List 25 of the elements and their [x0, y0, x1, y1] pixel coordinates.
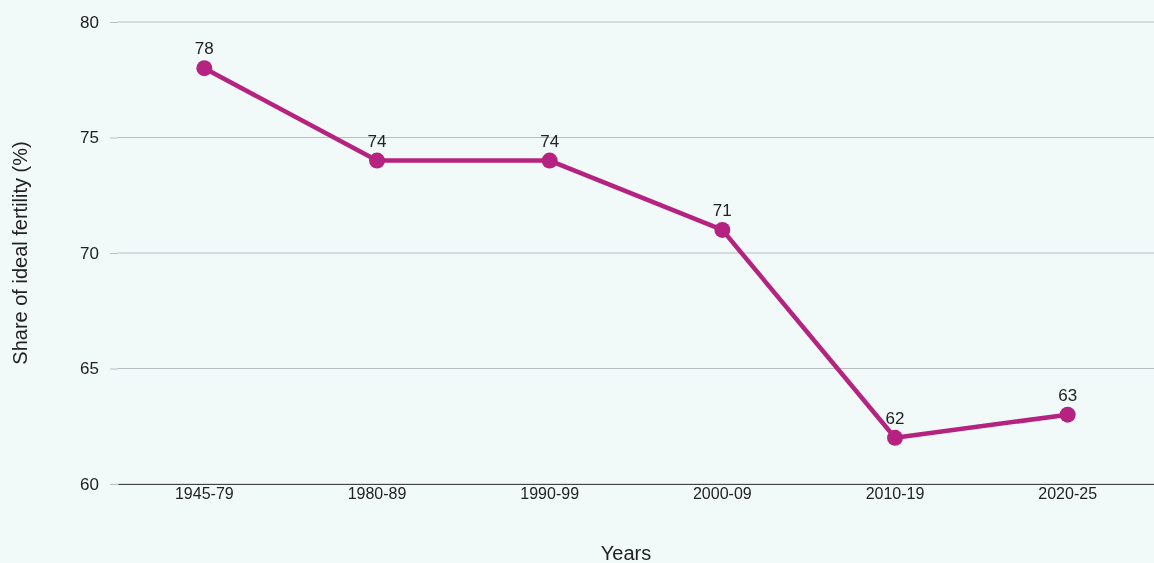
y-tick-label: 75	[80, 128, 99, 148]
data-label: 74	[540, 131, 560, 151]
y-tick-label: 65	[80, 359, 99, 379]
x-axis-title: Years	[600, 542, 652, 563]
x-tick-label: 1980-89	[347, 485, 407, 502]
data-label: 62	[885, 408, 905, 428]
y-tick-label: 70	[80, 243, 99, 263]
y-axis-title: Share of ideal fertility (%)	[9, 141, 31, 365]
y-tick-label: 80	[80, 12, 99, 32]
y-tick-label: 60	[80, 474, 99, 494]
point	[369, 152, 385, 169]
data-label: 71	[712, 200, 732, 220]
x-tick-label: 2000-09	[692, 485, 752, 502]
data-label: 78	[194, 39, 214, 59]
x-tick-label: 2010-19	[865, 485, 925, 502]
point	[1059, 406, 1076, 423]
point	[887, 429, 903, 446]
x-tick-label: 1945-79	[174, 485, 234, 502]
x-tick-label: 1990-99	[520, 485, 580, 502]
point	[714, 221, 731, 238]
point	[541, 152, 558, 169]
x-tick-label: 2020-25	[1038, 485, 1098, 502]
point	[196, 60, 213, 77]
data-label: 74	[367, 131, 387, 151]
data-label: 63	[1058, 385, 1078, 405]
